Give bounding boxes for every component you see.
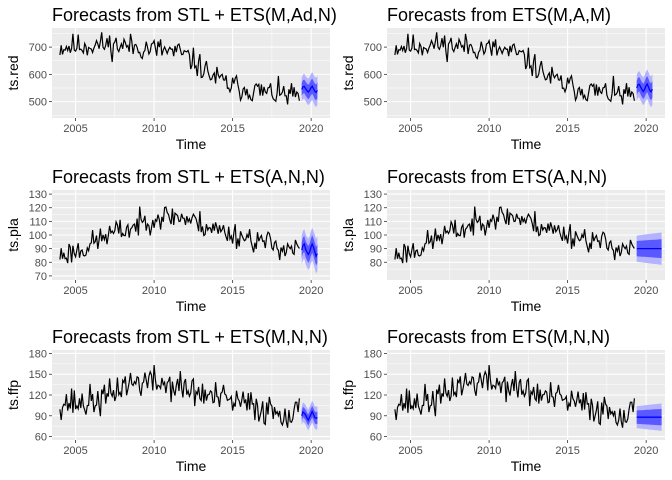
y-tick-label: 90 bbox=[370, 411, 382, 423]
y-tick-label: 90 bbox=[370, 244, 382, 256]
x-tick-label: 2020 bbox=[299, 123, 323, 135]
y-tick-label: 600 bbox=[364, 69, 382, 81]
y-axis-title: ts.red bbox=[5, 55, 21, 90]
x-axis-title: Time bbox=[511, 458, 542, 474]
x-tick-label: 2015 bbox=[220, 285, 244, 297]
chart-panel-3: Forecasts from STL + ETS(A,N,N) 2005 2010 2… bbox=[5, 167, 330, 314]
y-tick-label: 120 bbox=[29, 390, 47, 402]
y-axis-title: ts.red bbox=[340, 55, 356, 90]
y-tick-label: 80 bbox=[370, 257, 382, 269]
y-tick-label: 70 bbox=[35, 271, 47, 283]
x-tick-label: 2010 bbox=[477, 123, 501, 135]
y-tick-label: 700 bbox=[364, 42, 382, 54]
forecast-mean-line bbox=[301, 242, 318, 259]
x-tick-label: 2020 bbox=[634, 123, 658, 135]
y-tick-label: 90 bbox=[35, 244, 47, 256]
y-tick-label: 700 bbox=[29, 42, 47, 54]
x-tick-label: 2015 bbox=[555, 445, 579, 457]
forecast-mean-line bbox=[636, 82, 653, 93]
y-tick-label: 150 bbox=[29, 369, 47, 381]
chart-title: Forecasts from STL + ETS(M,Ad,N) bbox=[52, 5, 337, 25]
y-tick-label: 600 bbox=[29, 69, 47, 81]
x-tick-label: 2005 bbox=[63, 445, 87, 457]
chart-title: Forecasts from ETS(M,N,N) bbox=[387, 327, 610, 347]
y-axis-title: ts.ffp bbox=[340, 380, 356, 410]
x-tick-label: 2005 bbox=[398, 445, 422, 457]
x-axis-title: Time bbox=[176, 458, 207, 474]
x-tick-label: 2020 bbox=[634, 445, 658, 457]
x-axis-title: Time bbox=[176, 298, 207, 314]
chart-title: Forecasts from STL + ETS(M,N,N) bbox=[52, 327, 328, 347]
chart-title: Forecasts from ETS(A,N,N) bbox=[387, 167, 607, 187]
x-tick-label: 2010 bbox=[477, 445, 501, 457]
x-tick-label: 2005 bbox=[398, 123, 422, 135]
x-tick-label: 2020 bbox=[634, 285, 658, 297]
y-tick-label: 180 bbox=[29, 348, 47, 360]
x-tick-label: 2005 bbox=[63, 285, 87, 297]
y-tick-label: 80 bbox=[35, 257, 47, 269]
y-tick-label: 90 bbox=[35, 411, 47, 423]
y-axis-title: ts.pla bbox=[340, 218, 356, 252]
chart-title: Forecasts from ETS(M,A,M) bbox=[387, 5, 611, 25]
series-line bbox=[59, 206, 300, 264]
y-tick-label: 60 bbox=[35, 432, 47, 444]
y-tick-label: 130 bbox=[29, 189, 47, 201]
x-tick-label: 2015 bbox=[555, 123, 579, 135]
forecast-mean-line bbox=[301, 85, 318, 94]
chart-panel-1: Forecasts from STL + ETS(M,Ad,N) 2005 2010… bbox=[5, 5, 337, 152]
x-tick-label: 2020 bbox=[299, 285, 323, 297]
y-tick-label: 500 bbox=[29, 97, 47, 109]
y-tick-label: 120 bbox=[364, 203, 382, 215]
y-tick-label: 130 bbox=[364, 189, 382, 201]
x-tick-label: 2010 bbox=[142, 123, 166, 135]
x-tick-label: 2020 bbox=[299, 445, 323, 457]
chart-panel-6: Forecasts from ETS(M,N,N) 2005 2010 2015 202… bbox=[340, 327, 665, 474]
chart-panel-4: Forecasts from ETS(A,N,N) 2005 2010 2015 202… bbox=[340, 167, 665, 314]
y-tick-label: 120 bbox=[29, 203, 47, 215]
y-tick-label: 110 bbox=[364, 216, 382, 228]
x-tick-label: 2015 bbox=[555, 285, 579, 297]
y-axis-title: ts.pla bbox=[5, 218, 21, 252]
y-tick-label: 180 bbox=[364, 348, 382, 360]
chart-panel-5: Forecasts from STL + ETS(M,N,N) 2005 2010 2… bbox=[5, 327, 330, 474]
x-tick-label: 2005 bbox=[398, 285, 422, 297]
x-axis-title: Time bbox=[176, 136, 207, 152]
x-tick-label: 2010 bbox=[477, 285, 501, 297]
y-tick-label: 100 bbox=[29, 230, 47, 242]
x-tick-label: 2015 bbox=[220, 123, 244, 135]
plot-background bbox=[387, 28, 665, 118]
x-tick-label: 2010 bbox=[142, 445, 166, 457]
x-tick-label: 2015 bbox=[220, 445, 244, 457]
y-tick-label: 60 bbox=[370, 432, 382, 444]
y-tick-label: 100 bbox=[364, 230, 382, 242]
x-axis-title: Time bbox=[511, 136, 542, 152]
x-axis-title: Time bbox=[511, 298, 542, 314]
series-line bbox=[394, 206, 635, 264]
y-tick-label: 150 bbox=[364, 369, 382, 381]
series-line bbox=[59, 32, 300, 105]
x-tick-label: 2010 bbox=[142, 285, 166, 297]
forecast-mean-line bbox=[301, 410, 318, 422]
x-tick-label: 2005 bbox=[63, 123, 87, 135]
y-tick-label: 120 bbox=[364, 390, 382, 402]
chart-title: Forecasts from STL + ETS(A,N,N) bbox=[52, 167, 325, 187]
series-line bbox=[59, 364, 300, 428]
series-line bbox=[394, 32, 635, 105]
y-tick-label: 110 bbox=[29, 216, 47, 228]
plot-background bbox=[52, 28, 330, 118]
chart-panel-2: Forecasts from ETS(M,A,M) 2005 2010 2015 202… bbox=[340, 5, 665, 152]
y-tick-label: 500 bbox=[364, 97, 382, 109]
y-axis-title: ts.ffp bbox=[5, 380, 21, 410]
series-line bbox=[394, 364, 635, 428]
